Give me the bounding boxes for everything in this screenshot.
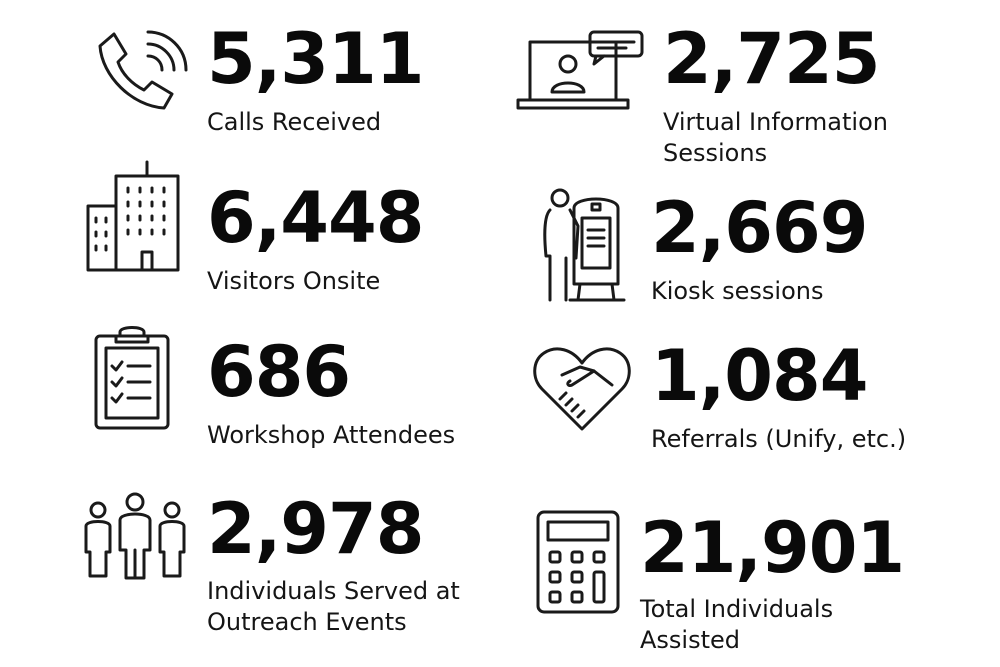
laptop-video-chat-icon (516, 30, 644, 112)
phone-call-icon (92, 26, 188, 116)
stat-label: Visitors Onsite (207, 267, 381, 295)
stat-value: 2,978 (207, 488, 424, 570)
stat-label-line-2: Assisted (640, 626, 741, 654)
stat-value: 6,448 (207, 177, 424, 259)
stat-label-line-2: Sessions (663, 139, 768, 167)
stat-value: 21,901 (640, 507, 905, 589)
stat-label: Individuals Served at (207, 577, 460, 605)
stat-label: Kiosk sessions (651, 277, 824, 305)
stat-label: Total Individuals (640, 595, 834, 623)
clipboard-checklist-icon (92, 326, 172, 432)
stat-value: 2,669 (651, 187, 868, 269)
stat-value: 2,725 (663, 18, 880, 100)
stat-value: 1,084 (651, 335, 868, 417)
office-buildings-icon (84, 158, 184, 274)
stat-label: Referrals (Unify, etc.) (651, 425, 907, 453)
kiosk-user-icon (540, 186, 632, 304)
stat-label-line-2: Outreach Events (207, 608, 407, 636)
stat-value: 686 (207, 331, 351, 413)
stat-label: Calls Received (207, 108, 382, 136)
stat-value: 5,311 (207, 18, 424, 100)
people-group-icon (82, 492, 188, 582)
stat-label: Workshop Attendees (207, 421, 456, 449)
handshake-heart-icon (532, 345, 632, 433)
calculator-icon (534, 508, 622, 616)
stat-label: Virtual Information (663, 108, 888, 136)
